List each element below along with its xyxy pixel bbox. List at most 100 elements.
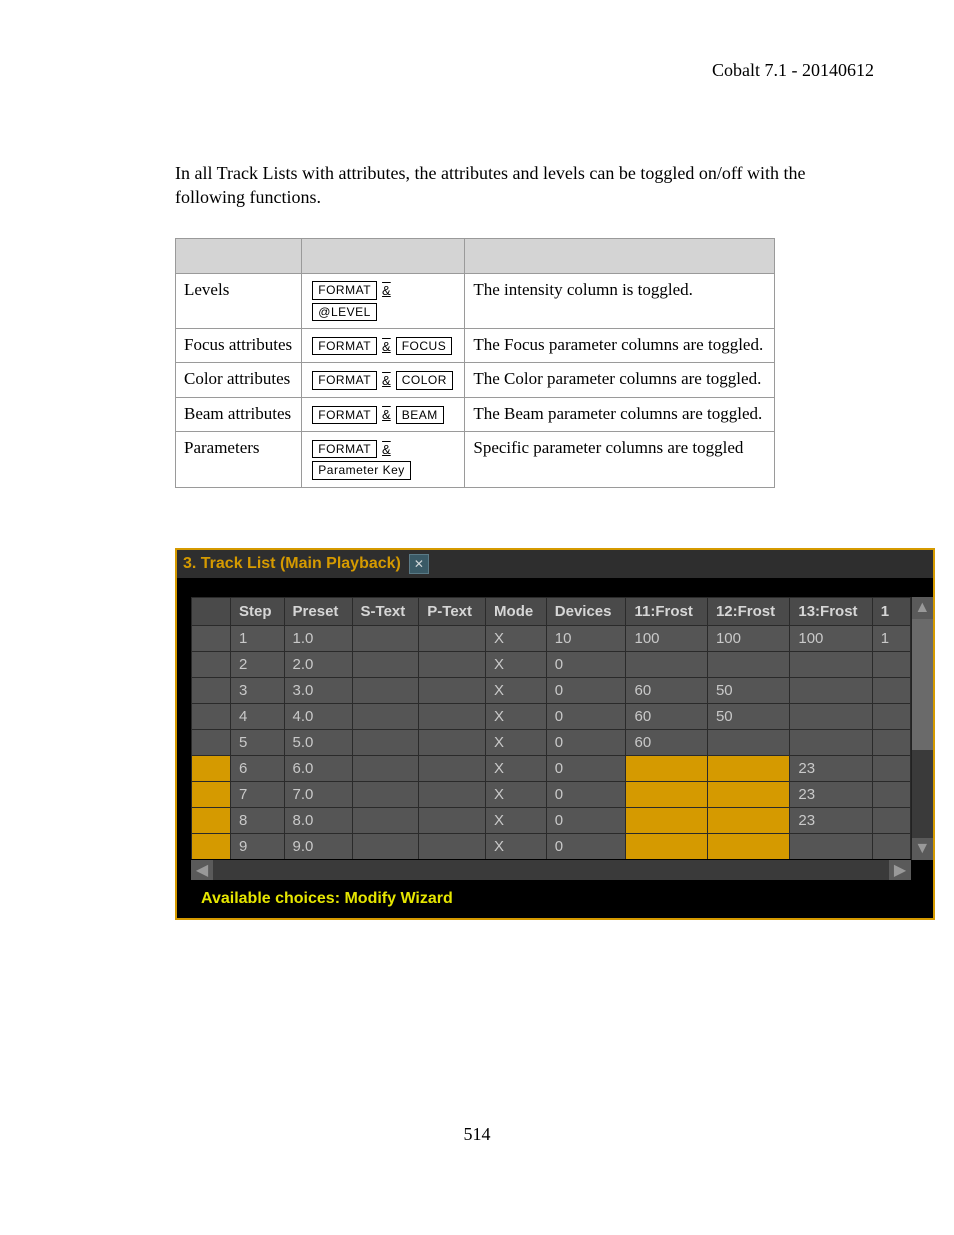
grid-cell[interactable] [790,651,872,677]
grid-cell[interactable]: 0 [546,703,626,729]
column-header[interactable]: Devices [546,597,626,625]
grid-cell[interactable] [419,625,486,651]
grid-row[interactable]: 44.0 X06050 [192,703,911,729]
grid-cell[interactable] [707,755,789,781]
grid-cell[interactable] [626,781,707,807]
grid-row[interactable]: 33.0 X06050 [192,677,911,703]
grid-cell[interactable]: 23 [790,755,872,781]
grid-cell[interactable]: 4.0 [284,703,352,729]
horizontal-scrollbar[interactable]: ◀ ▶ [191,860,911,880]
grid-cell[interactable]: 0 [546,755,626,781]
grid-cell[interactable]: 100 [626,625,707,651]
grid-cell[interactable] [872,677,910,703]
grid-cell[interactable]: 7 [231,781,285,807]
grid-cell[interactable] [352,833,419,859]
grid-row[interactable]: 22.0 X0 [192,651,911,677]
grid-cell[interactable]: 2.0 [284,651,352,677]
scroll-up-icon[interactable]: ▲ [912,597,933,619]
grid-cell[interactable] [352,677,419,703]
grid-cell[interactable]: 100 [707,625,789,651]
grid-cell[interactable] [626,807,707,833]
grid-cell[interactable]: X [486,625,547,651]
grid-row[interactable]: 66.0 X0 23 [192,755,911,781]
column-header[interactable]: Mode [486,597,547,625]
grid-cell[interactable]: 5 [231,729,285,755]
grid-cell[interactable]: 8.0 [284,807,352,833]
grid-cell[interactable] [352,807,419,833]
scroll-right-icon[interactable]: ▶ [889,860,911,880]
column-header[interactable]: 12:Frost [707,597,789,625]
grid-cell[interactable] [419,833,486,859]
grid-cell[interactable]: 4 [231,703,285,729]
grid-cell[interactable]: 9 [231,833,285,859]
grid-cell[interactable]: 1 [872,625,910,651]
grid-cell[interactable]: 50 [707,703,789,729]
grid-cell[interactable]: 0 [546,781,626,807]
grid-cell[interactable]: 7.0 [284,781,352,807]
column-header[interactable]: 1 [872,597,910,625]
grid-cell[interactable] [419,703,486,729]
grid-row[interactable]: 99.0X0 [192,833,911,859]
scroll-left-icon[interactable]: ◀ [191,860,213,880]
grid-cell[interactable]: 8 [231,807,285,833]
grid-cell[interactable] [352,781,419,807]
grid-cell[interactable] [872,729,910,755]
grid-cell[interactable]: 6.0 [284,755,352,781]
grid-cell[interactable] [707,833,789,859]
grid-cell[interactable]: 60 [626,677,707,703]
grid-cell[interactable] [626,755,707,781]
grid-row[interactable]: 77.0 X0 23 [192,781,911,807]
column-header[interactable]: Preset [284,597,352,625]
grid-cell[interactable]: X [486,807,547,833]
grid-cell[interactable] [790,677,872,703]
grid-cell[interactable] [872,703,910,729]
grid-cell[interactable]: X [486,677,547,703]
grid-cell[interactable]: 3 [231,677,285,703]
grid-cell[interactable]: 3.0 [284,677,352,703]
grid-cell[interactable] [419,781,486,807]
grid-cell[interactable]: 0 [546,677,626,703]
grid-cell[interactable] [872,651,910,677]
grid-cell[interactable]: X [486,781,547,807]
grid-cell[interactable] [352,651,419,677]
grid-cell[interactable] [419,755,486,781]
grid-cell[interactable]: 9.0 [284,833,352,859]
grid-cell[interactable]: X [486,729,547,755]
grid-cell[interactable]: 60 [626,729,707,755]
grid-cell[interactable]: 60 [626,703,707,729]
grid-cell[interactable] [707,651,789,677]
grid-cell[interactable] [626,651,707,677]
grid-row[interactable]: 88.0X023 [192,807,911,833]
grid-cell[interactable] [790,703,872,729]
grid-cell[interactable]: 23 [790,807,872,833]
grid-cell[interactable] [790,833,872,859]
grid-cell[interactable]: 0 [546,833,626,859]
grid-cell[interactable] [707,781,789,807]
grid-cell[interactable]: 2 [231,651,285,677]
grid-cell[interactable]: 23 [790,781,872,807]
grid-cell[interactable] [419,677,486,703]
grid-cell[interactable]: X [486,651,547,677]
grid-row[interactable]: 55.0X060 [192,729,911,755]
grid-cell[interactable]: 50 [707,677,789,703]
grid-cell[interactable]: 1.0 [284,625,352,651]
column-header[interactable]: S-Text [352,597,419,625]
grid-cell[interactable] [707,729,789,755]
grid-cell[interactable] [419,729,486,755]
grid-cell[interactable] [352,729,419,755]
grid-cell[interactable] [626,833,707,859]
grid-cell[interactable] [419,651,486,677]
grid-cell[interactable]: 6 [231,755,285,781]
grid-cell[interactable]: 0 [546,729,626,755]
vertical-scrollbar[interactable]: ▲ ▼ [911,597,933,860]
scroll-down-icon[interactable]: ▼ [912,838,933,860]
grid-cell[interactable]: X [486,703,547,729]
grid-cell[interactable] [352,703,419,729]
grid-cell[interactable] [872,781,910,807]
grid-cell[interactable] [872,755,910,781]
grid-cell[interactable] [790,729,872,755]
grid-cell[interactable]: X [486,755,547,781]
grid-cell[interactable]: 0 [546,651,626,677]
grid-row[interactable]: 11.0X101001001001 [192,625,911,651]
grid-cell[interactable] [419,807,486,833]
